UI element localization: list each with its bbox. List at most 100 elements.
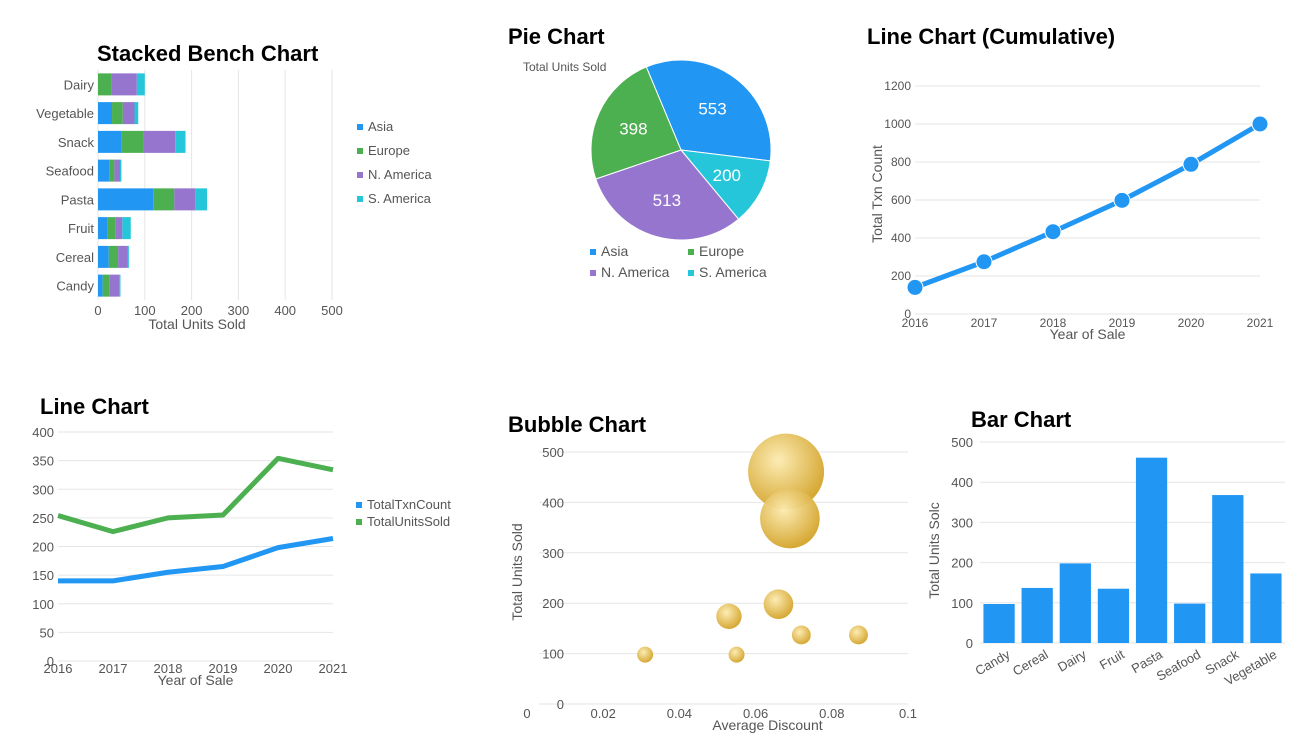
x-tick-label: 2020 (264, 661, 293, 676)
y-tick-label: 100 (951, 596, 973, 611)
stacked-bench-chart-panel: Stacked Bench Chart 0 100 200 300 400 500 Dair… (0, 0, 460, 345)
data-point (975, 253, 993, 271)
y-tick-label: 200 (951, 556, 973, 571)
stacked-bar-segment (121, 130, 144, 153)
stacked-bar-segment (127, 245, 129, 268)
x-tick-label: 2019 (209, 661, 238, 676)
x-tick-label: 2019 (1109, 316, 1136, 330)
bubble (763, 589, 794, 620)
x-tick-label: 2021 (1247, 316, 1274, 330)
legend-label: Asia (368, 119, 394, 134)
cumulative-line (912, 121, 1263, 290)
stacked-bar-segment (98, 188, 154, 211)
legend-label: S. America (699, 264, 767, 280)
stacked-bar-segment (118, 245, 128, 268)
pie-slice (590, 66, 682, 180)
bar-chart-title: Bar Chart (971, 407, 1072, 432)
x-axis-label: Year of Sale (158, 672, 234, 688)
data-point (906, 278, 924, 296)
bubble (748, 433, 825, 510)
bubble (849, 625, 868, 645)
line-chart-title: Line Chart (40, 394, 149, 419)
bar (983, 604, 1015, 643)
y-axis-label: Total Txn Count (869, 145, 885, 243)
x-tick-label: 2017 (99, 661, 128, 676)
stacked-bar-segment (109, 274, 120, 297)
stacked-bar-segment (119, 274, 121, 297)
legend-swatch (357, 172, 363, 178)
pie-slice (595, 149, 740, 241)
data-point (1113, 191, 1131, 209)
y-tick-label: 200 (32, 540, 54, 555)
x-tick-label: 0.04 (667, 706, 692, 721)
y-tick-label: 800 (891, 155, 911, 169)
data-point (1044, 223, 1062, 241)
legend-swatch (688, 249, 694, 255)
pie-chart: Total Units Sold 553 200 513 398 Asia Europe N.… (523, 59, 772, 280)
stacked-bar-segment (102, 274, 110, 297)
x-tick-label: Candy (973, 646, 1013, 678)
x-tick-label: 400 (274, 303, 296, 318)
pie-slice (645, 59, 772, 162)
y-tick-label: Candy (56, 279, 94, 294)
bar (1250, 573, 1282, 643)
stacked-bar-segment (98, 130, 122, 153)
x-axis-label: Total Units Sold (148, 316, 245, 332)
x-tick-label: 0 (523, 706, 530, 721)
y-tick-label: 400 (542, 495, 564, 510)
stacked-bar-segment (98, 73, 112, 96)
legend-label: S. America (368, 191, 432, 206)
legend-label: TotalTxnCount (367, 497, 451, 512)
data-point (1182, 155, 1200, 173)
legend-swatch (357, 196, 363, 202)
x-axis-label: Year of Sale (1050, 326, 1126, 342)
data-point (1251, 115, 1269, 133)
pie-slice-label: 553 (698, 99, 726, 118)
stacked-bar-segment (112, 102, 123, 125)
series-line (57, 455, 334, 535)
y-tick-label: 300 (951, 515, 973, 530)
x-tick-label: 2017 (971, 316, 998, 330)
bubble (791, 625, 811, 645)
stacked-bar-segment (153, 188, 175, 211)
legend-label: Europe (368, 143, 410, 158)
bubble (716, 603, 742, 630)
y-tick-label: 500 (951, 435, 973, 450)
stacked-bar-segment (175, 130, 186, 153)
stacked-bar-segment (108, 245, 119, 268)
y-tick-label: 250 (32, 511, 54, 526)
stacked-bar-segment (114, 159, 120, 182)
y-tick-label: 1200 (884, 79, 911, 93)
legend-swatch (590, 249, 596, 255)
y-tick-label: 300 (542, 546, 564, 561)
y-axis-label: Total Units Solc (926, 502, 942, 598)
y-tick-label: 0 (966, 636, 973, 651)
bar (1212, 495, 1244, 643)
y-tick-label: 400 (32, 425, 54, 440)
bubble (728, 646, 745, 663)
stacked-bar-segment (98, 217, 108, 240)
x-tick-label: Seafood (1154, 647, 1203, 684)
stacked-bench-chart: 0 100 200 300 400 500 Dairy Vegetable Snack Seafo… (36, 70, 432, 332)
x-tick-label: 2016 (44, 661, 73, 676)
x-tick-label: 0 (94, 303, 101, 318)
x-tick-label: 2018 (154, 661, 183, 676)
y-tick-label: 1000 (884, 117, 911, 131)
pie-slice-label: 513 (653, 191, 681, 210)
y-tick-label: 0 (47, 654, 54, 669)
stacked-bench-chart-title: Stacked Bench Chart (97, 41, 319, 66)
y-tick-label: 300 (32, 482, 54, 497)
y-tick-label: 100 (542, 647, 564, 662)
x-tick-label: 100 (134, 303, 156, 318)
bar (1097, 588, 1130, 643)
y-axis-label: Total Units Sold (509, 523, 525, 620)
line-chart: 0 50 100 150 200 250 300 350 400 2016 2017 2018 2019… (32, 425, 451, 688)
x-tick-label: 200 (181, 303, 203, 318)
x-axis-label: Average Discount (712, 717, 822, 733)
pie-slice (679, 149, 771, 220)
cumulative-line-chart-panel: Line Chart (Cumulative) 0 200 400 600 800 100… (860, 0, 1311, 345)
x-tick-label: 0.06 (743, 706, 768, 721)
stacked-bar-segment (98, 159, 110, 182)
x-tick-label: 300 (228, 303, 250, 318)
